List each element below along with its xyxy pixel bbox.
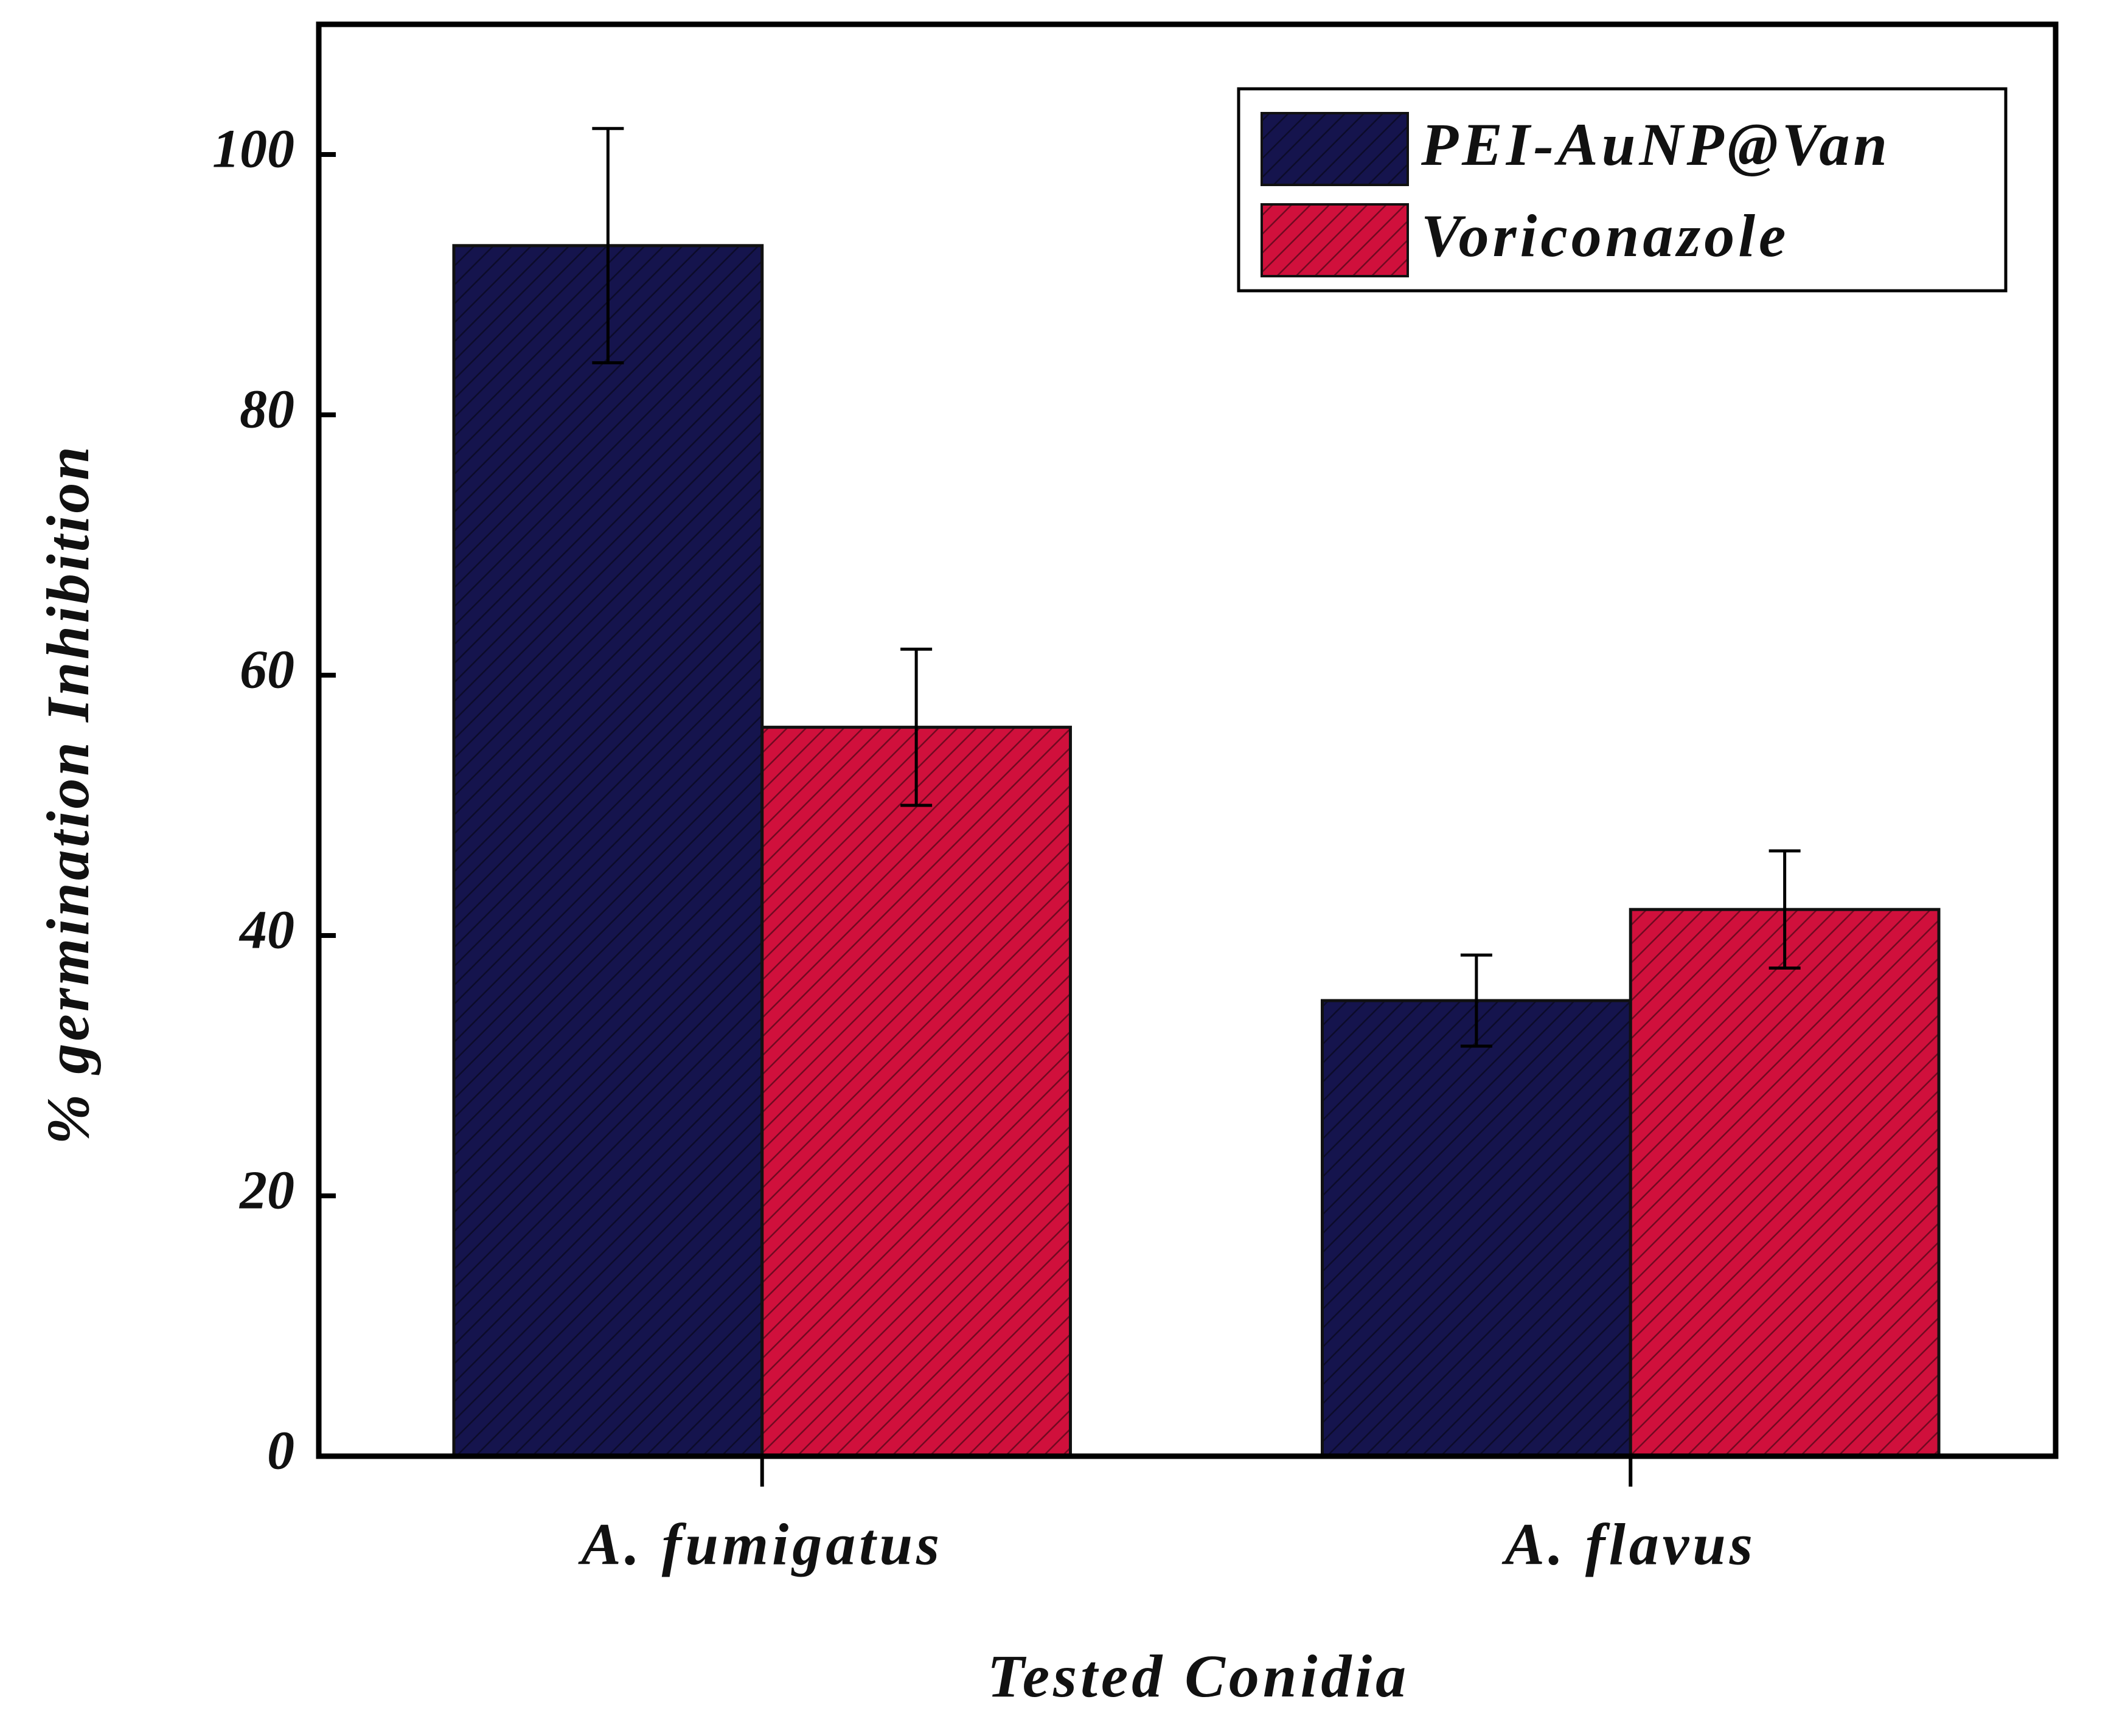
error-bar xyxy=(900,647,933,807)
y-tick-label: 0 xyxy=(267,1421,294,1481)
legend-swatch xyxy=(1261,203,1409,277)
error-bar xyxy=(1768,849,1801,970)
y-tick-label: 60 xyxy=(240,640,294,700)
x-axis-title: Tested Conidia xyxy=(987,1642,1410,1710)
y-tick-label: 40 xyxy=(238,900,294,960)
y-tick-label: 20 xyxy=(238,1161,294,1221)
legend-label: PEI-AuNP@Van xyxy=(1421,111,1891,178)
y-axis-title: % germination Inhibition xyxy=(34,444,102,1145)
y-tick-label: 100 xyxy=(212,119,294,179)
error-bar xyxy=(1460,953,1492,1048)
y-tick-label: 80 xyxy=(240,380,294,440)
error-bar xyxy=(592,127,624,364)
bar xyxy=(452,244,764,1458)
bar xyxy=(760,726,1073,1458)
plot-frame xyxy=(316,21,2059,1459)
x-tick-label: A. fumigatus xyxy=(577,1512,943,1577)
bar xyxy=(1320,999,1632,1458)
bar xyxy=(1629,908,1941,1458)
x-tick-label: A. flavus xyxy=(1501,1512,1756,1577)
legend-label: Voriconazole xyxy=(1421,202,1789,269)
legend-swatch xyxy=(1261,112,1409,186)
